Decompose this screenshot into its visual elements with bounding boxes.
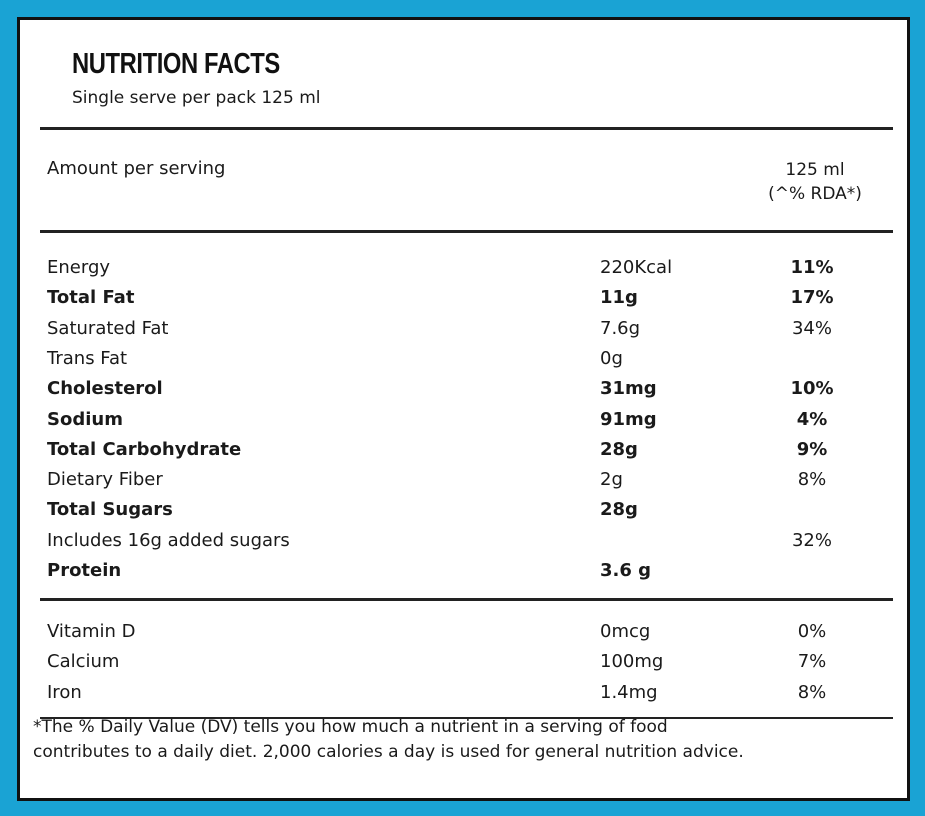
nutrient-amount: 7.6g [600,317,641,339]
table-row: Dietary Fiber 2g 8% [47,465,887,495]
nutrient-amount: 0mcg [600,621,651,642]
rda-label: (^% RDA*) [768,184,862,204]
serving-size-text: Single serve per pack 125 ml [72,88,321,108]
nutrient-name: Saturated Fat [47,317,169,339]
serving-column-header: 125 ml (^% RDA*) [745,158,885,206]
nutrient-amount: 28g [600,499,638,521]
page-title: NUTRITION FACTS [72,48,280,80]
nutrient-percent: 9% [796,438,828,460]
nutrient-percent: 34% [791,317,832,339]
nutrient-name: Total Carbohydrate [47,438,242,460]
table-row: Includes 16g added sugars 32% [47,526,887,556]
table-row: Vitamin D 0mcg 0% [47,617,887,647]
nutrient-amount: 100mg [600,651,664,673]
footnote: *The % Daily Value (DV) tells you how mu… [33,715,883,765]
table-row: Calcium 100mg 7% [47,647,887,677]
nutrient-amount: 91mg [600,408,657,430]
nutrient-name: Protein [47,560,122,581]
table-row: Trans Fat 0g [47,344,887,374]
nutrient-name: Calcium [47,651,120,673]
nutrient-name: Includes 16g added sugars [47,529,290,551]
nutrient-name: Dietary Fiber [47,469,163,491]
nutrient-percent: 4% [796,408,828,430]
amount-per-serving-label: Amount per serving [47,158,226,179]
nutrient-amount: 1.4mg [600,681,658,703]
nutrient-amount: 28g [600,438,638,460]
divider [40,230,893,233]
table-row: Iron 1.4mg 8% [47,678,887,708]
divider [40,717,893,719]
table-row: Energy 220Kcal 11% [47,253,887,283]
nutrient-percent: 7% [797,651,827,673]
nutrition-facts-panel: NUTRITION FACTS Single serve per pack 12… [17,17,910,801]
nutrient-name: Sodium [47,408,123,430]
table-row: Cholesterol 31mg 10% [47,374,887,404]
nutrient-amount: 31mg [600,378,657,400]
nutrient-amount: 0g [600,347,623,369]
nutrient-percent: 8% [797,469,827,491]
nutrient-amount: 11g [600,287,638,309]
table-row: Total Carbohydrate 28g 9% [47,435,887,465]
nutrient-name: Energy [47,257,111,278]
table-row: Saturated Fat 7.6g 34% [47,314,887,344]
table-row: Total Fat 11g 17% [47,283,887,313]
nutrient-name: Iron [47,681,82,703]
divider [40,598,893,601]
table-row: Sodium 91mg 4% [47,405,887,435]
footnote-line: contributes to a daily diet. 2,000 calor… [33,742,744,762]
nutrient-percent: 8% [797,681,827,703]
serving-amount: 125 ml [785,160,845,180]
nutrient-name: Trans Fat [47,347,128,369]
table-row: Protein 3.6 g [47,556,887,586]
footnote-line: *The % Daily Value (DV) tells you how mu… [33,717,668,737]
nutrient-amount: 220Kcal [600,257,673,278]
nutrient-percent: 10% [790,378,834,400]
nutrient-amount: 2g [600,469,623,491]
nutrient-percent: 32% [791,529,832,551]
nutrient-name: Total Sugars [47,499,173,521]
nutrient-amount: 3.6 g [600,560,652,581]
nutrient-percent: 11% [790,257,834,278]
nutrient-percent: 0% [797,621,827,642]
nutrient-name: Vitamin D [47,621,136,642]
nutrient-name: Cholesterol [47,378,163,400]
divider [40,127,893,130]
nutrient-name: Total Fat [47,287,135,309]
table-row: Total Sugars 28g [47,495,887,525]
nutrient-percent: 17% [790,287,834,309]
